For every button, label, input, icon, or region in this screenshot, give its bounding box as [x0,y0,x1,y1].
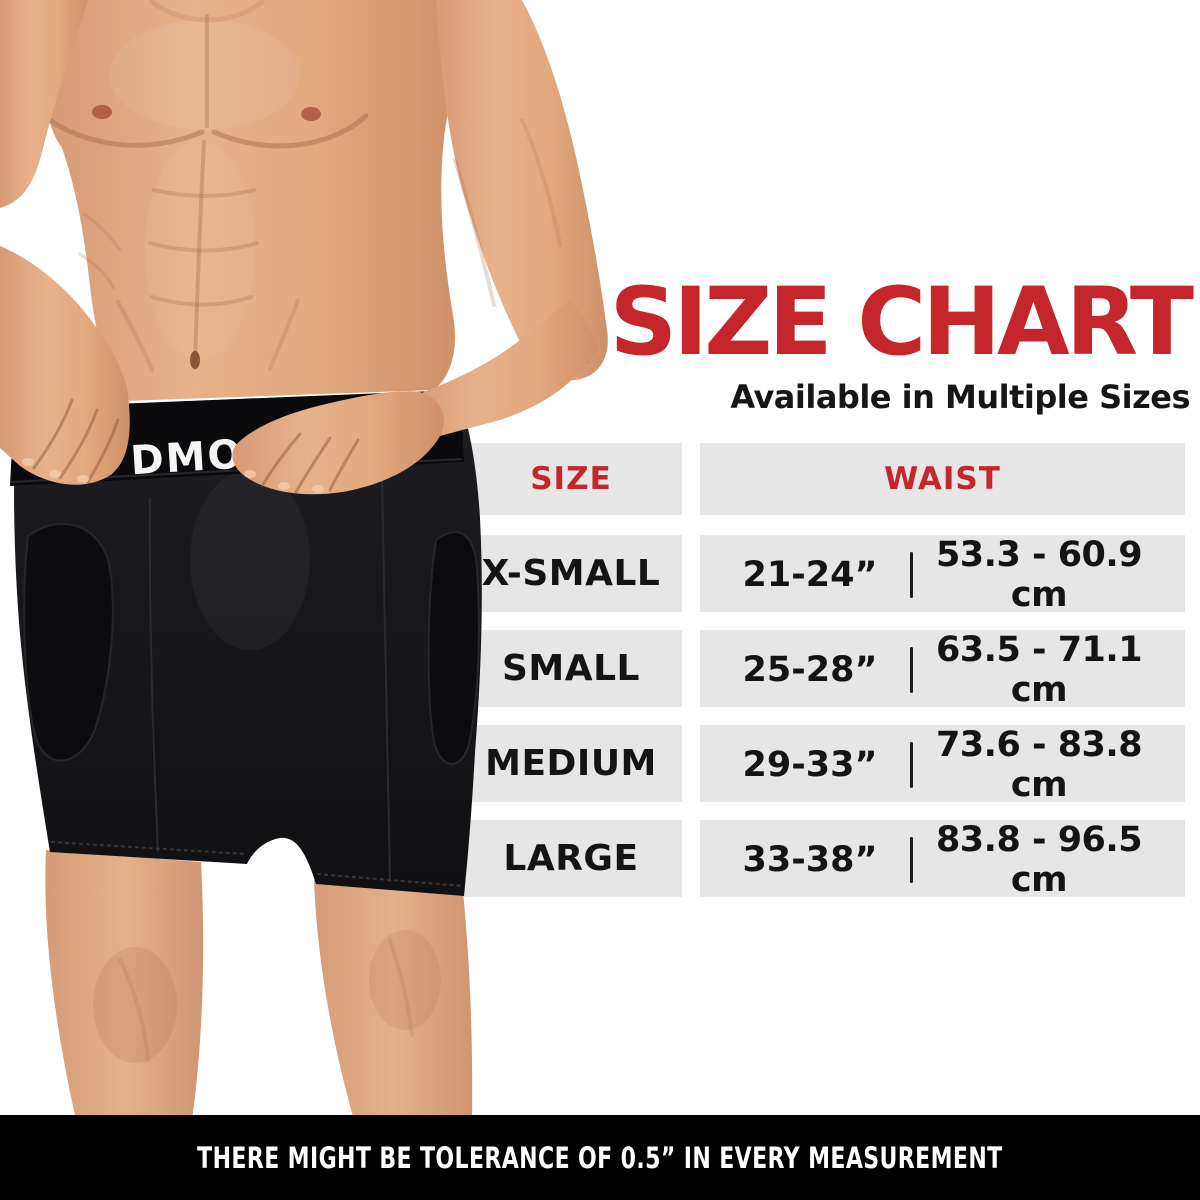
column-header-size: SIZE [460,443,682,515]
nipple-left [92,105,112,119]
cell-divider [910,647,913,693]
cell-divider [910,552,913,598]
right-hand [232,300,598,495]
waist-inches-value: 25-28” [742,650,878,690]
page-subtitle: Available in Multiple Sizes [730,378,1190,416]
waist-cm-value: 53.3 - 60.9 cm [935,535,1143,615]
waist-inches-value: 21-24” [742,555,878,595]
cell-divider [910,837,913,883]
tolerance-note: THERE MIGHT BE TOLERANCE OF 0.5” IN EVER… [197,1140,1003,1175]
nipple-right [301,107,321,121]
waist-cm-value: 63.5 - 71.1 cm [935,630,1143,710]
waist-cm-value: 83.8 - 96.5 cm [935,820,1143,900]
waist-inches-value: 33-38” [742,840,878,880]
table-row-waist-large: 33-38” 83.8 - 96.5 cm [700,820,1185,900]
table-row-waist-medium: 29-33” 73.6 - 83.8 cm [700,725,1185,805]
column-header-waist: WAIST [700,443,1185,515]
legs [45,850,473,1120]
waist-cm-value: 73.6 - 83.8 cm [935,725,1143,805]
male-model-photo: DMOOSE [0,0,608,1120]
thigh-pad-right [427,531,480,765]
table-row-waist-xsmall: 21-24” 53.3 - 60.9 cm [700,535,1185,615]
left-hand [0,246,130,485]
page-title: SIZE CHART [609,268,1194,377]
table-row-size-large: LARGE [460,820,682,897]
table-row-size-xsmall: X-SMALL [460,535,682,612]
navel [190,351,200,369]
thigh-pad-left [23,522,114,762]
table-row-waist-small: 25-28” 63.5 - 71.1 cm [700,630,1185,710]
waist-inches-value: 29-33” [742,745,878,785]
left-arm-upper [0,0,88,208]
table-row-size-medium: MEDIUM [460,725,682,802]
torso [33,0,461,401]
cell-divider [910,742,913,788]
table-row-size-small: SMALL [460,630,682,707]
tolerance-note-bar: THERE MIGHT BE TOLERANCE OF 0.5” IN EVER… [0,1115,1200,1200]
